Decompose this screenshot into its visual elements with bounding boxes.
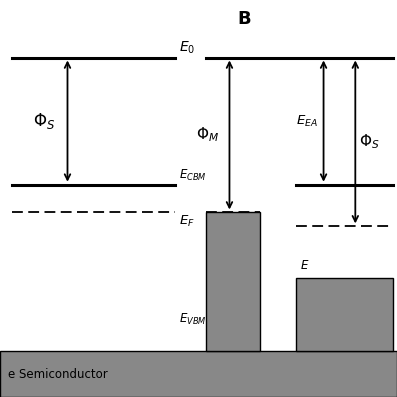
Text: $\Phi_S$: $\Phi_S$ (33, 111, 56, 131)
Text: $\Phi_M$: $\Phi_M$ (197, 125, 220, 145)
Text: e Semiconductor: e Semiconductor (8, 368, 108, 381)
Text: $E$: $E$ (300, 259, 309, 272)
Text: $E_{EA}$: $E_{EA}$ (296, 114, 318, 129)
Bar (296, 278, 393, 351)
Text: $E_F$: $E_F$ (179, 214, 195, 229)
Text: $E_{CBM}$: $E_{CBM}$ (179, 168, 206, 183)
Bar (206, 212, 260, 351)
Text: $E_{VBM}$: $E_{VBM}$ (179, 312, 206, 327)
Text: B: B (237, 10, 251, 28)
Bar (0, 351, 397, 397)
Text: $E_0$: $E_0$ (179, 39, 195, 56)
Text: $\Phi_S$: $\Phi_S$ (359, 133, 380, 151)
